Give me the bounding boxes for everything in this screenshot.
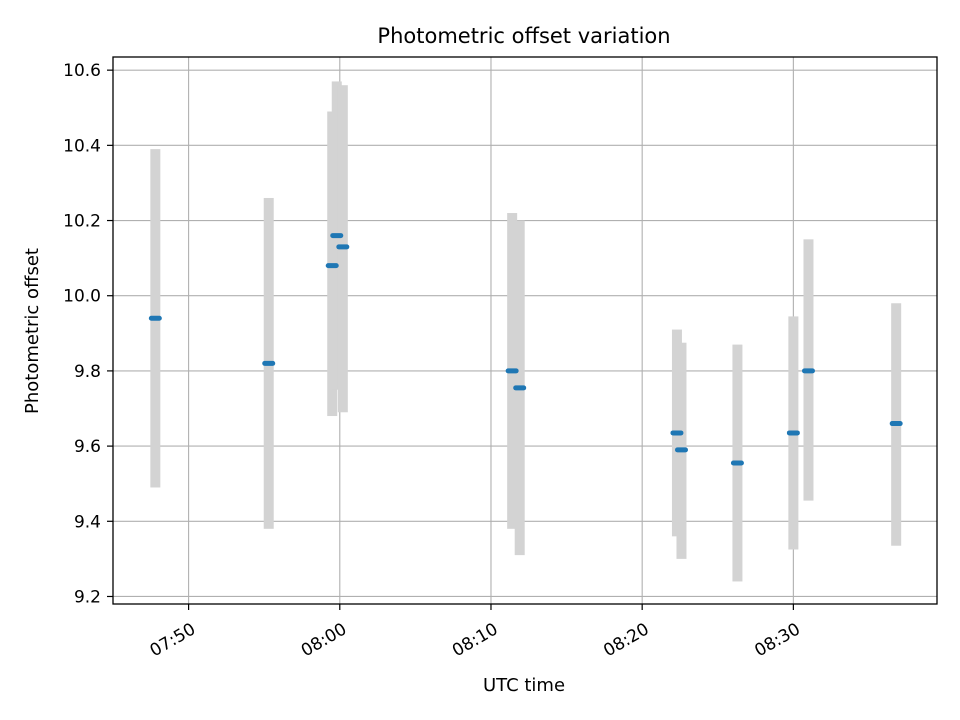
plot-frame <box>112 56 938 605</box>
x-tick-label: 08:10 <box>449 619 501 661</box>
y-tick-label: 10.2 <box>63 212 101 232</box>
y-tick-label: 9.8 <box>74 362 101 382</box>
x-tick-label: 08:20 <box>600 619 652 661</box>
axis-ticks: 9.2 9.4 9.6 9.8 10.0 10.2 10.4 10.6 07:50 08:00 08… <box>63 61 804 661</box>
x-tick-label: 08:30 <box>751 619 803 661</box>
error-bars <box>150 81 902 582</box>
y-tick-label: 9.6 <box>74 437 101 457</box>
data-markers <box>148 233 903 466</box>
y-tick-label: 9.4 <box>74 512 101 532</box>
y-tick-label: 9.2 <box>74 587 101 607</box>
y-tick-label: 10.0 <box>63 287 101 307</box>
x-axis-label: UTC time <box>483 675 565 696</box>
y-tick-label: 10.4 <box>63 136 101 156</box>
x-tick-label: 08:00 <box>298 619 350 661</box>
chart-title: Photometric offset variation <box>377 24 670 48</box>
y-tick-label: 10.6 <box>63 61 101 81</box>
y-axis-label: Photometric offset <box>22 248 43 414</box>
x-tick-label: 07:50 <box>147 619 199 661</box>
